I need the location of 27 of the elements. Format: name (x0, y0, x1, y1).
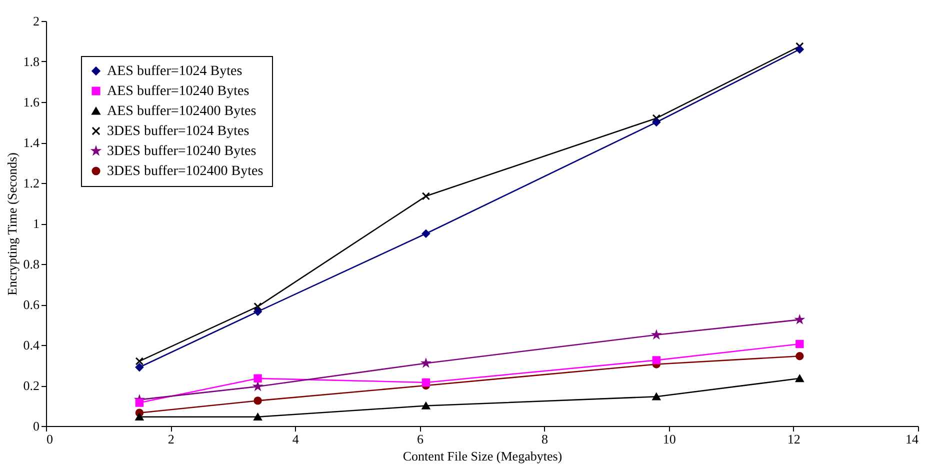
x-tick-label: 2 (168, 432, 174, 446)
y-tick-label: 0.6 (23, 297, 40, 312)
y-tick-label: 0 (33, 418, 40, 434)
legend-label: AES buffer=1024 Bytes (107, 64, 242, 79)
y-tick-label: 0.8 (23, 256, 40, 272)
y-axis-title: Encrypting Time (Seconds) (4, 152, 20, 296)
y-tick-label: 2 (33, 14, 40, 28)
x-tick-label: 6 (416, 432, 424, 446)
legend-label: 3DES buffer=10240 Bytes (107, 144, 256, 159)
y-tick-label: 0.4 (23, 338, 40, 352)
legend-label: 3DES buffer=1024 Bytes (107, 124, 250, 139)
x-axis-title: Content File Size (Megabytes) (402, 448, 562, 464)
legend-label: 3DES buffer=102400 Bytes (107, 164, 264, 179)
x-tick-label: 8 (542, 432, 548, 446)
y-tick-label: 1 (33, 216, 40, 231)
legend-label: AES buffer=102400 Bytes (107, 104, 256, 119)
y-tick-label: 1.2 (23, 176, 40, 190)
x-tick-label: 12 (787, 432, 800, 446)
x-tick-label: 0 (46, 432, 53, 446)
x-tick-label: 14 (906, 432, 919, 446)
legend-label: AES buffer=10240 Bytes (107, 84, 250, 99)
y-tick-label: 1.4 (23, 135, 40, 150)
y-tick-label: 1.8 (23, 54, 40, 69)
y-tick-label: 1.6 (23, 94, 40, 110)
x-tick-label: 4 (292, 432, 300, 446)
y-tick-label: 0.2 (23, 378, 40, 393)
x-tick-label: 10 (662, 432, 676, 446)
